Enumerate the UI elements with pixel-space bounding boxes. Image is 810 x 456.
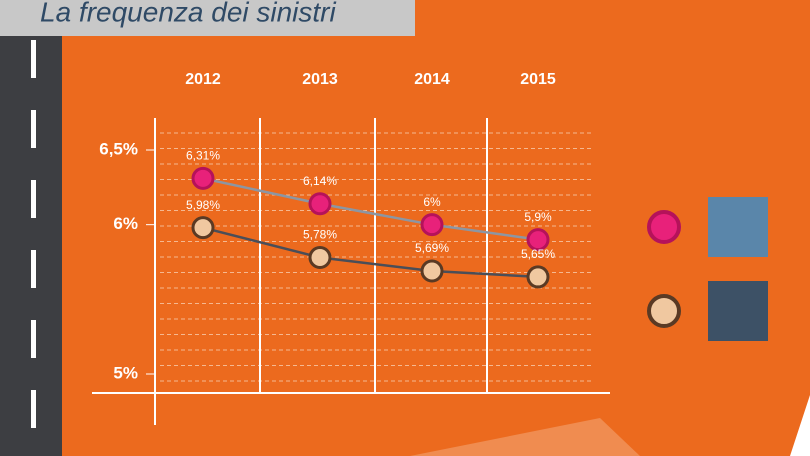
legend-swatch xyxy=(708,197,768,257)
data-point xyxy=(420,259,444,283)
data-label: 5,65% xyxy=(521,247,555,261)
data-point xyxy=(191,216,215,240)
legend-icon xyxy=(647,210,681,244)
data-label: 6% xyxy=(423,195,441,209)
data-label: 5,9% xyxy=(524,210,552,224)
legend-icon xyxy=(647,294,681,328)
data-label: 5,69% xyxy=(415,241,449,255)
data-label: 6,14% xyxy=(303,174,337,188)
data-label: 5,78% xyxy=(303,228,337,242)
data-point xyxy=(526,265,550,289)
series-line xyxy=(202,226,539,279)
data-label: 6,31% xyxy=(186,149,220,163)
y-tick-label: 6,5% xyxy=(99,139,138,158)
data-label: 5,98% xyxy=(186,198,220,212)
x-tick-label: 2013 xyxy=(302,71,338,88)
title-box xyxy=(0,0,415,36)
decoration xyxy=(790,395,810,456)
x-tick-label: 2012 xyxy=(185,71,221,88)
data-point xyxy=(420,213,444,237)
data-point xyxy=(526,228,550,252)
series-line xyxy=(202,177,539,241)
y-tick-label: 6% xyxy=(113,214,138,233)
road-dashes xyxy=(31,40,36,428)
legend-swatch xyxy=(708,281,768,341)
x-tick-label: 2015 xyxy=(520,71,556,88)
decoration xyxy=(410,418,640,456)
data-point xyxy=(308,192,332,216)
x-tick-label: 2014 xyxy=(414,71,450,88)
chart-title: La frequenza dei sinistri xyxy=(40,0,337,27)
y-tick-label: 5% xyxy=(113,363,138,382)
data-point xyxy=(308,246,332,270)
data-point xyxy=(191,166,215,190)
